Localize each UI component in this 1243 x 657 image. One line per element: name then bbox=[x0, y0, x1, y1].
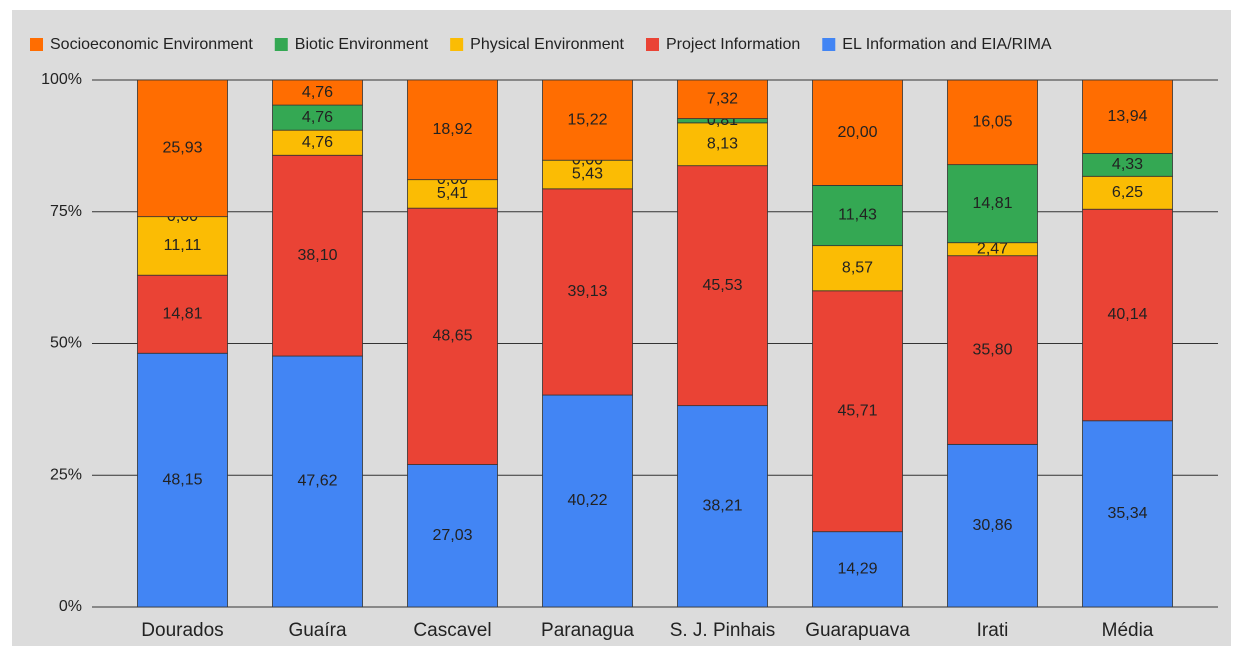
bar-segment bbox=[1082, 79, 1173, 154]
data-label: 13,94 bbox=[1107, 108, 1147, 125]
data-label: 35,34 bbox=[1107, 505, 1147, 522]
data-label: 38,21 bbox=[702, 498, 742, 515]
bar-segment bbox=[407, 207, 498, 465]
bar-segment bbox=[137, 274, 228, 354]
bar-segment bbox=[407, 179, 498, 209]
bar-segment bbox=[542, 79, 633, 161]
bar-segment bbox=[677, 405, 768, 608]
bar-segment bbox=[1082, 175, 1173, 210]
data-label: 14,81 bbox=[162, 305, 202, 322]
data-label: 7,32 bbox=[707, 91, 738, 108]
data-label: 39,13 bbox=[567, 283, 607, 300]
bar-segment bbox=[812, 290, 903, 533]
bar-segment bbox=[812, 184, 903, 247]
data-label: 45,53 bbox=[702, 277, 742, 294]
bar-segment bbox=[812, 531, 903, 608]
bar-segment bbox=[542, 159, 633, 190]
bar-segment bbox=[272, 129, 363, 156]
y-tick-label: 0% bbox=[59, 598, 82, 615]
data-label: 4,76 bbox=[302, 84, 333, 101]
bar-segment bbox=[947, 255, 1038, 445]
legend-label: Project Information bbox=[666, 36, 800, 53]
legend-label: Biotic Environment bbox=[295, 36, 429, 53]
data-label: 14,29 bbox=[837, 561, 877, 578]
x-tick-label: Irati bbox=[977, 620, 1009, 641]
data-label: 45,71 bbox=[837, 402, 877, 419]
data-label: 4,76 bbox=[302, 134, 333, 151]
bar-segment bbox=[1082, 420, 1173, 608]
legend-swatch bbox=[450, 38, 464, 51]
data-label: 48,15 bbox=[162, 471, 202, 488]
bar-segment bbox=[272, 355, 363, 608]
bar-segment bbox=[677, 79, 768, 119]
data-label: 2,47 bbox=[977, 240, 1008, 257]
legend-label: Socioeconomic Environment bbox=[50, 36, 253, 53]
y-tick-label: 50% bbox=[50, 335, 82, 352]
data-label: 14,81 bbox=[972, 195, 1012, 212]
y-tick-label: 25% bbox=[50, 466, 82, 483]
data-label: 11,11 bbox=[164, 237, 202, 254]
bar-segment bbox=[407, 464, 498, 608]
data-label: 6,25 bbox=[1112, 184, 1143, 201]
data-label: 5,43 bbox=[572, 166, 603, 183]
legend-swatch bbox=[646, 38, 659, 51]
x-tick-label: Guaíra bbox=[288, 620, 347, 641]
data-label: 18,92 bbox=[432, 121, 472, 138]
bar-segment bbox=[947, 443, 1038, 608]
data-label: 48,65 bbox=[432, 328, 472, 345]
bar-segment bbox=[947, 79, 1038, 166]
bar-segment bbox=[542, 394, 633, 608]
bar-segment bbox=[137, 352, 228, 608]
data-label: 35,80 bbox=[972, 341, 1012, 358]
bar-segment bbox=[1082, 208, 1173, 422]
x-tick-label: Cascavel bbox=[413, 620, 491, 641]
bar-segment bbox=[272, 79, 363, 106]
bar-segment bbox=[812, 79, 903, 186]
bar-segment bbox=[272, 154, 363, 357]
legend-label: EL Information and EIA/RIMA bbox=[842, 36, 1052, 53]
legend-swatch bbox=[274, 38, 288, 51]
data-label: 5,41 bbox=[437, 185, 468, 202]
legend-swatch bbox=[30, 38, 43, 51]
data-label: 11,43 bbox=[838, 207, 877, 224]
x-tick-label: Média bbox=[1102, 620, 1154, 641]
x-tick-label: Dourados bbox=[141, 620, 223, 641]
bar-segment bbox=[272, 104, 363, 131]
bar-segment bbox=[677, 165, 768, 407]
bar-segment bbox=[677, 122, 768, 167]
data-label: 16,05 bbox=[972, 114, 1012, 131]
data-label: 30,86 bbox=[972, 517, 1012, 534]
legend-swatch bbox=[822, 38, 836, 51]
bar-segment bbox=[137, 79, 228, 218]
bar-segment bbox=[407, 79, 498, 181]
legend-label: Physical Environment bbox=[470, 36, 624, 53]
data-label: 8,57 bbox=[842, 259, 873, 276]
bar-segment bbox=[137, 216, 228, 276]
data-label: 27,03 bbox=[432, 527, 472, 544]
data-label: 4,33 bbox=[1112, 156, 1143, 173]
y-tick-label: 75% bbox=[50, 203, 82, 220]
data-label: 4,76 bbox=[302, 109, 333, 126]
y-tick-label: 100% bbox=[41, 71, 82, 88]
bar-segment bbox=[542, 188, 633, 396]
bar-segment bbox=[947, 164, 1038, 244]
data-label: 47,62 bbox=[297, 473, 337, 490]
data-label: 20,00 bbox=[837, 124, 877, 141]
x-tick-label: Guarapuava bbox=[805, 620, 910, 641]
data-label: 40,22 bbox=[567, 492, 607, 509]
x-tick-label: S. J. Pinhais bbox=[670, 620, 776, 641]
x-tick-label: Paranagua bbox=[541, 620, 634, 641]
data-label: 15,22 bbox=[567, 111, 607, 128]
data-label: 40,14 bbox=[1107, 306, 1147, 323]
data-label: 38,10 bbox=[297, 247, 337, 264]
data-label: 25,93 bbox=[162, 140, 202, 157]
data-label: 8,13 bbox=[707, 135, 738, 152]
